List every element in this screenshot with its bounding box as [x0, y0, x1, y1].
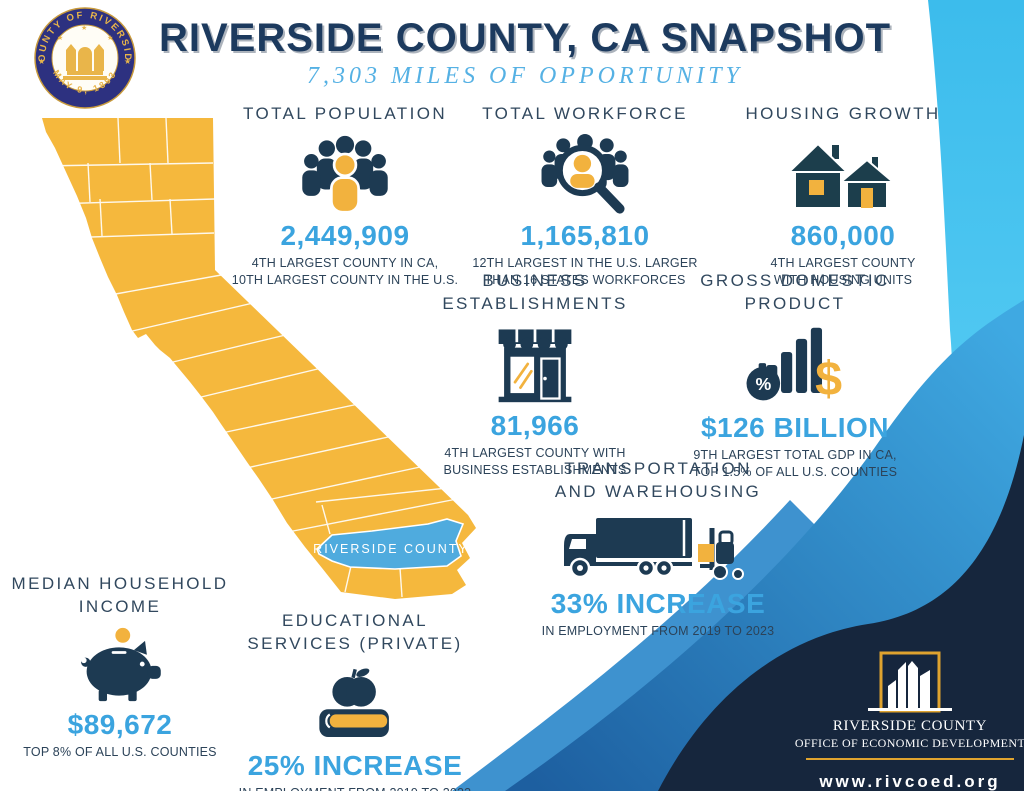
seal-courthouse-icon	[63, 44, 107, 80]
storefront-icon	[498, 329, 572, 403]
stat-workforce: TOTAL WORKFORCE 1,165,810 12TH LARGEST I…	[465, 103, 705, 290]
book-apple-icon	[319, 668, 389, 737]
svg-text:$: $	[815, 352, 842, 406]
stat-gdp: GROSS DOMESTIC PRODUCT % $ $126 BILLION …	[670, 270, 920, 482]
footer-gold-rule	[806, 758, 1014, 760]
svg-text:★: ★	[107, 34, 113, 42]
stat-title: EDUCATIONAL SERVICES (PRIVATE)	[247, 611, 463, 653]
stat-desc: IN EMPLOYMENT FROM 2019 TO 2023	[541, 623, 775, 638]
stat-title: GROSS DOMESTIC PRODUCT	[700, 271, 890, 313]
stat-value: 25% INCREASE	[247, 749, 463, 781]
footer-org-line2: OFFICE OF ECONOMIC DEVELOPMENT	[794, 736, 1024, 750]
stat-title: TOTAL WORKFORCE	[482, 104, 688, 123]
stat-value: 33% INCREASE	[550, 587, 766, 619]
stat-desc: 4TH LARGEST COUNTY IN CA, 10TH LARGEST C…	[231, 255, 459, 288]
stat-transportation: TRANSPORTATION AND WAREHOUSING	[528, 458, 788, 640]
footer-website-link[interactable]: www.rivcoed.org	[819, 772, 1001, 791]
stat-title: MEDIAN HOUSEHOLD INCOME	[11, 574, 229, 616]
riverside-county-shape[interactable]	[316, 518, 465, 570]
stat-title: TRANSPORTATION AND WAREHOUSING	[554, 459, 762, 501]
stat-title: BUSINESS ESTABLISHMENTS	[442, 271, 628, 313]
stat-desc: 12TH LARGEST IN THE U.S. LARGER THAN 16 …	[472, 255, 698, 288]
page-subtitle: 7,303 MILES OF OPPORTUNITY	[306, 63, 743, 89]
stat-desc: 4TH LARGEST COUNTY WITH HOUSING UNITS	[770, 255, 916, 288]
svg-text:★: ★	[81, 24, 87, 32]
svg-text:★: ★	[124, 57, 131, 66]
bar-chart-dollar-icon: % $	[746, 327, 842, 406]
stat-desc: TOP 8% OF ALL U.S. COUNTIES	[23, 744, 217, 759]
houses-icon	[788, 142, 894, 209]
county-seal: COUNTY OF RIVERSIDE MAY 9, 1893 ★★ ★★★	[14, 4, 136, 109]
stat-value: 860,000	[790, 219, 896, 251]
svg-text:%: %	[755, 374, 771, 394]
county-borders	[41, 117, 467, 598]
stat-desc: 4TH LARGEST COUNTY WITH BUSINESS ESTABLI…	[443, 445, 627, 478]
piggy-bank-icon	[81, 627, 161, 702]
stat-value: $89,672	[67, 708, 173, 740]
stat-housing: HOUSING GROWTH 860,000 4TH LARGEST COUNT…	[723, 103, 963, 290]
stat-value: 1,165,810	[520, 219, 650, 251]
stat-value: 81,966	[490, 409, 580, 441]
people-group-icon	[302, 135, 388, 214]
stat-value: 2,449,909	[280, 219, 410, 251]
footer-org-line1: RIVERSIDE COUNTY	[832, 718, 988, 734]
svg-text:★: ★	[38, 57, 45, 66]
header: RIVERSIDE COUNTY, CA SNAPSHOT 7,303 MILE…	[140, 16, 910, 90]
stat-desc: IN EMPLOYMENT FROM 2019 TO 2023	[239, 785, 472, 791]
footer: RIVERSIDE COUNTY OFFICE OF ECONOMIC DEVE…	[778, 650, 1024, 791]
people-magnifier-icon	[541, 133, 629, 214]
riverside-county-label: RIVERSIDE COUNTY	[313, 542, 469, 556]
stat-title: HOUSING GROWTH	[745, 104, 941, 123]
page-title: RIVERSIDE COUNTY, CA SNAPSHOT	[158, 16, 892, 60]
stat-desc: 9TH LARGEST TOTAL GDP IN CA, TOP 1.5% OF…	[692, 447, 898, 480]
svg-text:★: ★	[57, 34, 63, 42]
oed-buildings-logo	[868, 651, 952, 713]
stat-income: MEDIAN HOUSEHOLD INCOME $89,672 TOP 8% O…	[10, 573, 230, 761]
stat-education: EDUCATIONAL SERVICES (PRIVATE) 25% INCRE…	[235, 610, 475, 791]
stat-population: TOTAL POPULATION 2,449,909 4TH LARGEST C…	[225, 103, 465, 290]
truck-forklift-icon	[564, 517, 744, 580]
stat-title: TOTAL POPULATION	[242, 104, 448, 123]
stat-value: $126 BILLION	[700, 411, 890, 443]
stat-business: BUSINESS ESTABLISHMENTS 81,966 4TH LARGE…	[415, 270, 655, 480]
seal-stars: ★ ★ ★ ★ ★	[38, 24, 131, 66]
navy-corner	[658, 435, 1024, 791]
